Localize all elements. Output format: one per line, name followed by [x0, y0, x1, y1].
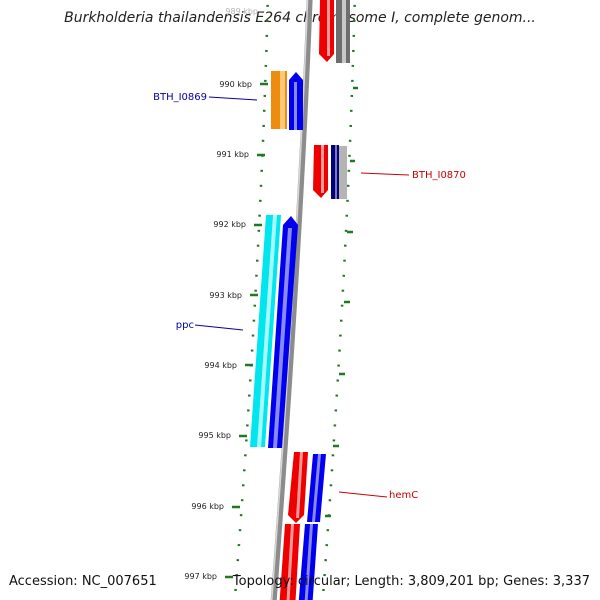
- label-bth-i0869[interactable]: BTH_I0869: [153, 92, 258, 103]
- tick-990: 990 kbp: [219, 80, 268, 89]
- gene-features: [250, 0, 350, 600]
- tick-label: 995 kbp: [198, 431, 231, 440]
- tick-label: 991 kbp: [216, 150, 249, 159]
- tick-993: 993 kbp: [209, 291, 258, 300]
- tick-994: 994 kbp: [204, 361, 253, 370]
- tick-989: 989 kbp: [225, 7, 258, 16]
- gene-blue-bth-i0869-highlight: [294, 82, 297, 130]
- outer-scale-dots: [233, 0, 270, 600]
- chromosome-backbone: [270, 0, 313, 600]
- tick-label: 993 kbp: [209, 291, 242, 300]
- inner-tick-marks: [325, 86, 358, 518]
- tick-997: 997 kbp: [184, 572, 233, 581]
- accession-text: Accession: NC_007651: [9, 574, 157, 589]
- gene-blue-hemc-highlight: [312, 454, 321, 522]
- tick-label: 997 kbp: [184, 572, 217, 581]
- gene-gray-top-highlight: [342, 0, 346, 63]
- label-hemc[interactable]: hemC: [338, 490, 418, 501]
- gene-red-top: [319, 0, 334, 62]
- tick-996: 996 kbp: [191, 502, 240, 511]
- tick-label: 990 kbp: [219, 80, 252, 89]
- gene-blue-ppc-highlight: [273, 228, 292, 448]
- tick-992: 992 kbp: [213, 220, 262, 229]
- gene-cyan-highlight: [257, 215, 277, 447]
- gene-label-text: BTH_I0869: [153, 92, 207, 103]
- gene-label-text: ppc: [176, 320, 194, 331]
- gene-lightgray: [339, 146, 347, 199]
- gene-labels: BTH_I0869 BTH_I0870 ppc hemC: [153, 92, 466, 501]
- tick-991: 991 kbp: [216, 150, 265, 159]
- gene-red-bth-i0870: [313, 145, 328, 198]
- tick-label: 994 kbp: [204, 361, 237, 370]
- tick-995: 995 kbp: [198, 431, 247, 440]
- gene-navy-highlight: [335, 145, 337, 199]
- gene-blue-bottom-highlight: [304, 524, 313, 600]
- label-bth-i0870[interactable]: BTH_I0870: [360, 170, 466, 181]
- genome-summary-text: Topology: circular; Length: 3,809,201 bp…: [232, 574, 590, 589]
- scale-ticks: 989 kbp 990 kbp 991 kbp 992 kbp 993 kbp …: [184, 7, 268, 581]
- gene-red-bth-i0870-highlight: [321, 145, 324, 193]
- inner-scale-dots: [321, 0, 357, 600]
- tick-label: 996 kbp: [191, 502, 224, 511]
- tick-label: 989 kbp: [225, 7, 258, 16]
- gene-red-top-highlight: [327, 0, 330, 56]
- gene-label-text: hemC: [389, 490, 418, 501]
- gene-orange-highlight: [280, 71, 285, 129]
- tick-label: 992 kbp: [213, 220, 246, 229]
- gene-red-hemc-highlight: [296, 452, 303, 518]
- label-ppc[interactable]: ppc: [176, 320, 244, 331]
- map-title: Burkholderia thailandensis E264 chromoso…: [64, 10, 536, 26]
- gene-label-text: BTH_I0870: [412, 170, 466, 181]
- gene-red-bottom-highlight: [286, 524, 294, 600]
